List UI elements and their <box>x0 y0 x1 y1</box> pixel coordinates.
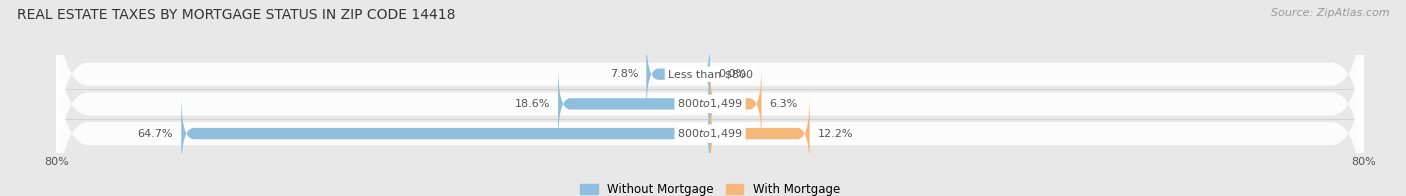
Text: $800 to $1,499: $800 to $1,499 <box>678 127 742 140</box>
Text: Source: ZipAtlas.com: Source: ZipAtlas.com <box>1271 8 1389 18</box>
Text: REAL ESTATE TAXES BY MORTGAGE STATUS IN ZIP CODE 14418: REAL ESTATE TAXES BY MORTGAGE STATUS IN … <box>17 8 456 22</box>
FancyBboxPatch shape <box>56 0 1364 181</box>
FancyBboxPatch shape <box>56 0 1364 196</box>
Text: 7.8%: 7.8% <box>610 69 638 79</box>
Text: 6.3%: 6.3% <box>769 99 799 109</box>
Text: 64.7%: 64.7% <box>138 129 173 139</box>
FancyBboxPatch shape <box>56 26 1364 196</box>
FancyBboxPatch shape <box>710 95 810 172</box>
Text: Less than $800: Less than $800 <box>668 69 752 79</box>
FancyBboxPatch shape <box>558 65 710 143</box>
Text: 18.6%: 18.6% <box>515 99 550 109</box>
FancyBboxPatch shape <box>710 65 762 143</box>
FancyBboxPatch shape <box>647 35 710 113</box>
Text: 0.0%: 0.0% <box>718 69 747 79</box>
Text: 12.2%: 12.2% <box>818 129 853 139</box>
Text: $800 to $1,499: $800 to $1,499 <box>678 97 742 110</box>
FancyBboxPatch shape <box>181 95 710 172</box>
Legend: Without Mortgage, With Mortgage: Without Mortgage, With Mortgage <box>575 178 845 196</box>
